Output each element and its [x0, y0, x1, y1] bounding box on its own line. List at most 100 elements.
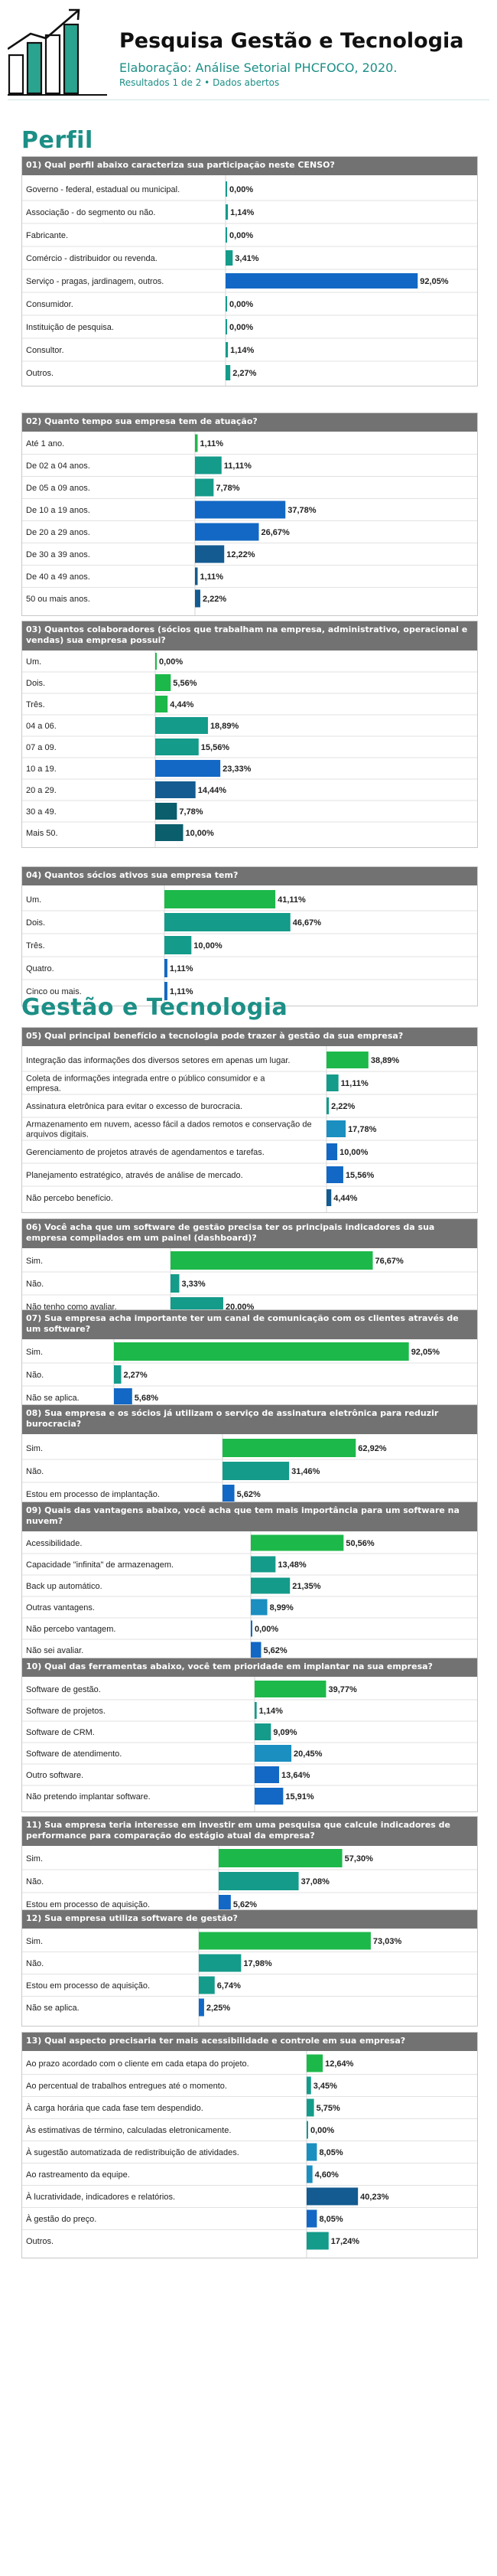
bar [326, 1143, 338, 1160]
category-label: De 05 a 09 anos. [26, 484, 90, 493]
value-label: 15,56% [346, 1171, 375, 1180]
question-panel-q03: 03) Quantos colaboradores (sócios que tr… [21, 621, 478, 848]
category-label: Não sei avaliar. [26, 1646, 83, 1655]
value-label: 11,11% [224, 461, 252, 471]
category-label: Governo - federal, estadual ou municipal… [26, 185, 180, 194]
bar [223, 1462, 290, 1480]
value-label: 0,00% [255, 1625, 278, 1634]
bar [255, 1702, 257, 1719]
category-label: Um. [26, 895, 41, 905]
value-label: 4,44% [170, 700, 193, 709]
bar [219, 1849, 343, 1867]
bar [155, 696, 168, 712]
category-label: 20 a 29. [26, 786, 57, 795]
category-label: Coleta de informações integrada entre o … [26, 1074, 265, 1094]
question-panel-q02: 02) Quanto tempo sua empresa tem de atua… [21, 412, 478, 616]
value-label: 21,35% [292, 1582, 321, 1591]
value-label: 2,27% [124, 1371, 148, 1380]
bar [164, 959, 167, 977]
bar-chart-logo-icon [8, 8, 107, 96]
category-label: Não se aplica. [26, 1394, 80, 1403]
category-label: 10 a 19. [26, 765, 57, 774]
bar [155, 760, 221, 777]
bar [195, 545, 225, 563]
question-panel-q01: 01) Qual perfil abaixo caracteriza sua p… [21, 156, 478, 386]
value-label: 20,45% [294, 1749, 323, 1759]
bar [199, 1998, 204, 2017]
value-label: 7,78% [216, 484, 239, 493]
value-label: 12,22% [226, 550, 255, 559]
bar [223, 1485, 235, 1503]
category-label: Sim. [26, 1444, 43, 1453]
value-label: 4,44% [333, 1194, 357, 1203]
question-title: 07) Sua empresa acha importante ter um c… [22, 1310, 477, 1339]
value-label: 5,62% [263, 1646, 287, 1655]
value-label: 31,46% [291, 1467, 320, 1476]
bar [307, 2143, 317, 2161]
value-label: 10,00% [186, 829, 215, 838]
value-label: 11,11% [341, 1079, 369, 1088]
value-label: 9,09% [273, 1728, 297, 1737]
bar [226, 227, 227, 243]
category-label: Comércio - distribuidor ou revenda. [26, 254, 158, 263]
bar [155, 739, 199, 755]
bar [226, 365, 231, 380]
category-label: Consultor. [26, 346, 64, 355]
category-label: Dois. [26, 918, 45, 928]
question-panel-q05: 05) Qual principal benefício a tecnologi… [21, 1027, 478, 1213]
bar [164, 982, 167, 1000]
value-label: 0,00% [229, 300, 253, 309]
value-label: 8,05% [319, 2215, 343, 2224]
value-label: 8,99% [270, 1603, 294, 1612]
bar [199, 1954, 242, 1972]
value-label: 39,77% [328, 1685, 357, 1694]
category-label: Assinatura eletrônica para evitar o exce… [26, 1102, 242, 1111]
bar [326, 1074, 339, 1091]
category-label: À lucratividade, indicadores e relatório… [26, 2192, 175, 2202]
bar [326, 1097, 330, 1114]
value-label: 1,14% [230, 346, 254, 355]
bar [251, 1642, 261, 1658]
value-label: 92,05% [420, 277, 449, 286]
question-panel-q12: 12) Sua empresa utiliza software de gest… [21, 1909, 478, 2027]
value-label: 1,11% [200, 572, 223, 582]
value-label: 7,78% [179, 807, 203, 817]
category-label: Às estimativas de término, calculadas el… [26, 2125, 231, 2135]
value-label: 13,48% [278, 1560, 307, 1570]
category-label: Planejamento estratégico, através de aná… [26, 1171, 243, 1180]
value-label: 1,14% [230, 208, 254, 217]
bar [155, 653, 157, 670]
question-title: 05) Qual principal benefício a tecnologi… [22, 1028, 477, 1046]
category-label: Outros. [26, 369, 54, 378]
value-label: 0,00% [229, 185, 253, 194]
value-label: 1,11% [200, 439, 223, 448]
bar [307, 2098, 314, 2117]
bar [251, 1599, 268, 1616]
value-label: 17,98% [243, 1959, 272, 1968]
category-label: Cinco ou mais. [26, 987, 82, 996]
report-title: Pesquisa Gestão e Tecnologia [119, 29, 464, 53]
category-label: Sim. [26, 1937, 43, 1946]
question-title: 13) Qual aspecto precisaria ter mais ace… [22, 2033, 477, 2051]
category-label: Outro software. [26, 1771, 83, 1780]
value-label: 0,00% [310, 2126, 334, 2135]
bar [164, 913, 291, 931]
bar [114, 1342, 409, 1361]
category-label: Ao percentual de trabalhos entregues até… [26, 2082, 227, 2091]
category-label: À carga horária que cada fase tem despen… [26, 2103, 203, 2113]
bar [255, 1788, 284, 1805]
value-label: 73,03% [373, 1937, 402, 1946]
category-label: À gestão do preço. [26, 2214, 96, 2224]
category-label: Software de gestão. [26, 1685, 101, 1694]
category-label: Outras vantagens. [26, 1603, 95, 1612]
bar [195, 501, 286, 519]
bar [226, 342, 229, 357]
value-label: 37,08% [301, 1877, 330, 1886]
question-title: 03) Quantos colaboradores (sócios que tr… [22, 621, 477, 651]
category-label: De 40 a 49 anos. [26, 572, 90, 582]
question-title: 01) Qual perfil abaixo caracteriza sua p… [22, 157, 477, 175]
bar [226, 181, 227, 197]
question-panel-q11: 11) Sua empresa teria interesse em inves… [21, 1816, 478, 1917]
category-label: Armazenamento em nuvem, acesso fácil a d… [26, 1120, 312, 1140]
bar [326, 1052, 369, 1068]
